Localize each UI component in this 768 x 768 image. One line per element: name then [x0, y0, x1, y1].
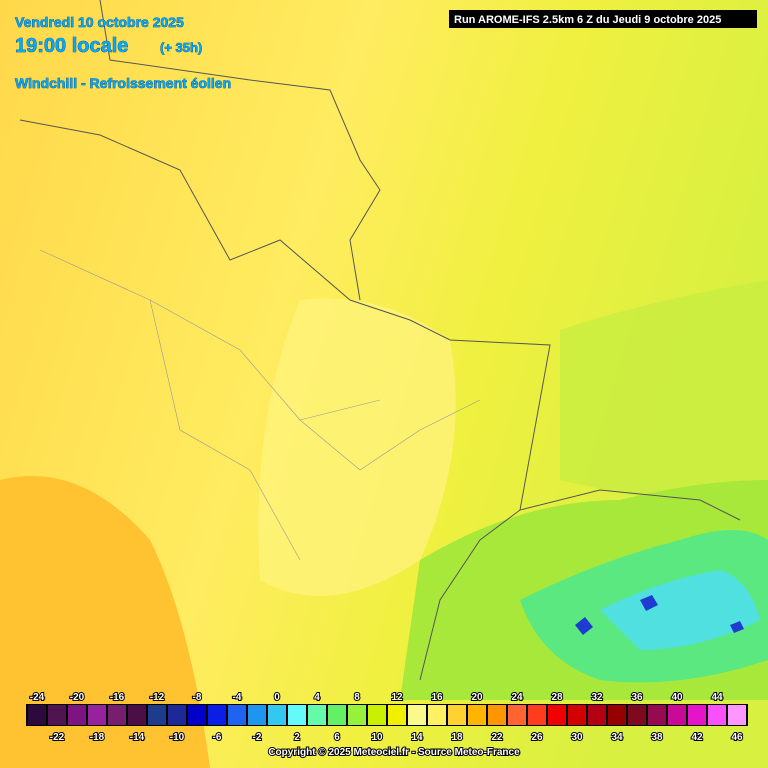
legend-swatch — [428, 705, 446, 725]
legend-label: 2 — [294, 732, 300, 743]
legend-swatch — [108, 705, 126, 725]
legend: -24-22-20-18-16-14-12-10-8-6-4-202468101… — [26, 691, 748, 744]
border — [99, 0, 741, 521]
legend-swatch — [508, 705, 526, 725]
legend-swatch — [88, 705, 106, 725]
legend-swatch — [628, 705, 646, 725]
legend-swatch — [228, 705, 246, 725]
legend-label: -24 — [30, 692, 45, 703]
legend-swatch — [488, 705, 506, 725]
mild-area — [258, 298, 456, 596]
legend-label: 20 — [471, 692, 483, 703]
alps-high — [600, 570, 760, 650]
legend-label: -14 — [130, 732, 145, 743]
legend-label: 22 — [491, 732, 503, 743]
legend-label: 26 — [531, 732, 543, 743]
legend-label: 40 — [671, 692, 683, 703]
legend-label: -8 — [193, 692, 202, 703]
legend-swatch — [188, 705, 206, 725]
time: 19:00 locale — [15, 35, 128, 57]
legend-swatch — [728, 705, 746, 725]
legend-label: -6 — [213, 732, 222, 743]
legend-label: -20 — [70, 692, 85, 703]
legend-swatch — [128, 705, 146, 725]
legend-swatch — [468, 705, 486, 725]
legend-swatch — [388, 705, 406, 725]
legend-swatch — [168, 705, 186, 725]
legend-swatch — [568, 705, 586, 725]
legend-label: 36 — [631, 692, 643, 703]
legend-label: 28 — [551, 692, 563, 703]
parameter: Windchill - Refroissement éolien — [15, 75, 231, 91]
legend-swatch — [368, 705, 386, 725]
legend-swatch — [448, 705, 466, 725]
legend-label: 46 — [731, 732, 743, 743]
legend-label: 8 — [354, 692, 360, 703]
legend-label: 4 — [314, 692, 320, 703]
legend-swatch — [288, 705, 306, 725]
legend-label: 34 — [611, 732, 623, 743]
legend-label: 16 — [431, 692, 443, 703]
legend-swatch — [528, 705, 546, 725]
legend-label: -4 — [233, 692, 242, 703]
legend-swatch — [28, 705, 46, 725]
legend-swatch — [308, 705, 326, 725]
legend-label: 38 — [651, 732, 663, 743]
border — [19, 119, 551, 681]
legend-label: 30 — [571, 732, 583, 743]
legend-label: 44 — [711, 692, 723, 703]
legend-swatch — [48, 705, 66, 725]
legend-swatch — [268, 705, 286, 725]
lead: (+ 35h) — [160, 40, 202, 55]
legend-swatch — [688, 705, 706, 725]
legend-label: -10 — [170, 732, 185, 743]
copyright: Copyright © 2025 Meteociel.fr - Source M… — [268, 747, 520, 758]
legend-swatch — [208, 705, 226, 725]
legend-swatch — [68, 705, 86, 725]
legend-swatch — [348, 705, 366, 725]
legend-label: -2 — [253, 732, 262, 743]
legend-label: 12 — [391, 692, 403, 703]
legend-swatch — [588, 705, 606, 725]
legend-label: 6 — [334, 732, 340, 743]
legend-swatch — [648, 705, 666, 725]
legend-label: 14 — [411, 732, 423, 743]
legend-label: 32 — [591, 692, 603, 703]
region-lines — [39, 249, 481, 561]
legend-swatch — [548, 705, 566, 725]
legend-label: 42 — [691, 732, 703, 743]
legend-label: -16 — [110, 692, 125, 703]
legend-label: 0 — [274, 692, 280, 703]
legend-swatch — [708, 705, 726, 725]
legend-swatch — [328, 705, 346, 725]
legend-label: -22 — [50, 732, 65, 743]
legend-label: 18 — [451, 732, 463, 743]
green-area — [560, 280, 768, 520]
legend-swatch — [668, 705, 686, 725]
run-label: Run AROME-IFS 2.5km 6 Z du Jeudi 9 octob… — [454, 14, 721, 26]
legend-swatch — [608, 705, 626, 725]
warm-area — [0, 476, 210, 768]
date: Vendredi 10 octobre 2025 — [15, 14, 184, 30]
legend-swatch — [248, 705, 266, 725]
legend-label: 24 — [511, 692, 523, 703]
legend-label: -18 — [90, 732, 105, 743]
legend-label: 10 — [371, 732, 383, 743]
legend-frame — [26, 704, 748, 726]
legend-swatch — [148, 705, 166, 725]
legend-swatch — [408, 705, 426, 725]
run-box — [449, 10, 757, 28]
legend-label: -12 — [150, 692, 165, 703]
